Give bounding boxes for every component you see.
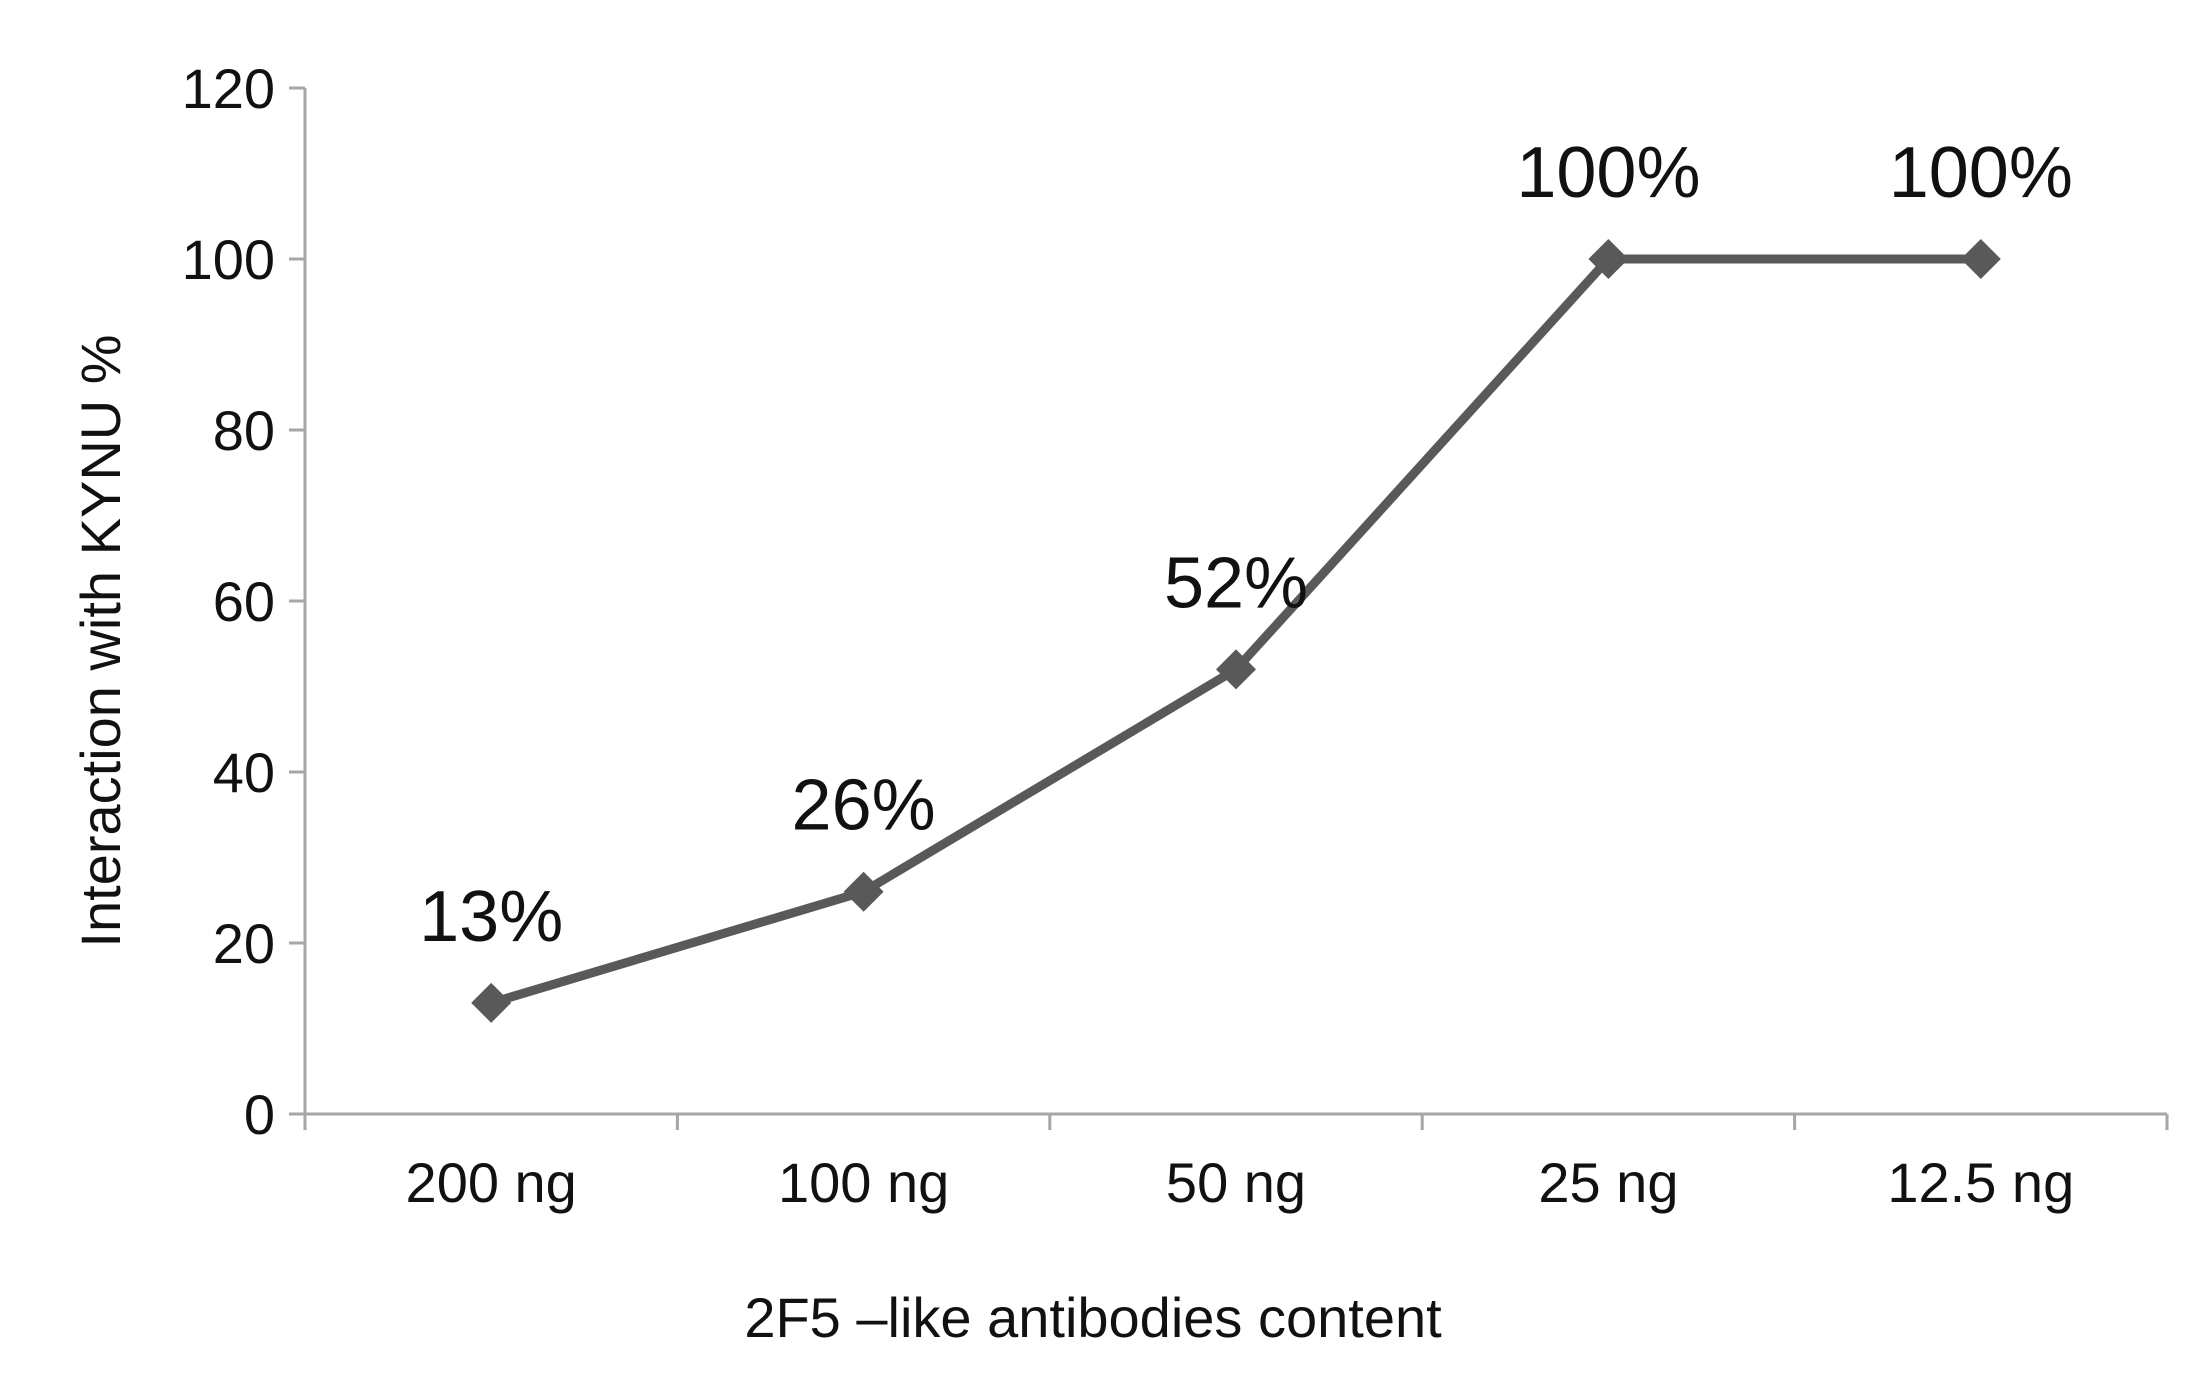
data-label: 26%: [792, 766, 936, 846]
y-tick-label: 0: [244, 1083, 275, 1146]
x-category-label: 12.5 ng: [1887, 1151, 2074, 1214]
y-tick-label: 80: [213, 399, 275, 462]
series-line: [486, 254, 1986, 1008]
y-tick-label: 40: [213, 741, 275, 804]
y-tick-label: 100: [182, 228, 275, 291]
data-label: 52%: [1164, 543, 1308, 623]
x-category-label: 200 ng: [406, 1151, 577, 1214]
data-point-marker: [843, 871, 884, 912]
x-category-label: 50 ng: [1166, 1151, 1306, 1214]
data-point-marker: [1588, 239, 1629, 279]
y-axis-title: Interaction with KYNU %: [69, 334, 132, 947]
y-tick-label: 60: [213, 570, 275, 633]
data-point-marker: [471, 982, 512, 1023]
data-point-marker: [1216, 649, 1256, 690]
series-line-group: [471, 239, 2001, 1023]
x-category-label: 100 ng: [778, 1151, 949, 1214]
x-category-label: 25 ng: [1538, 1151, 1678, 1214]
y-tick-label: 120: [182, 57, 275, 120]
data-label: 100%: [1516, 133, 1700, 213]
y-tick-label: 20: [213, 912, 275, 975]
x-axis-title: 2F5 –like antibodies content: [744, 1286, 1442, 1349]
data-label: 100%: [1889, 133, 2073, 213]
data-labels-group: 13% 26% 52% 100% 100%: [419, 133, 2073, 957]
data-label: 13%: [419, 877, 563, 957]
data-point-marker: [1960, 239, 2001, 279]
axes: 0 20 40 60 80 100 120 200 ng 100 ng 50 ng 25 ng 12.…: [182, 57, 2169, 1214]
